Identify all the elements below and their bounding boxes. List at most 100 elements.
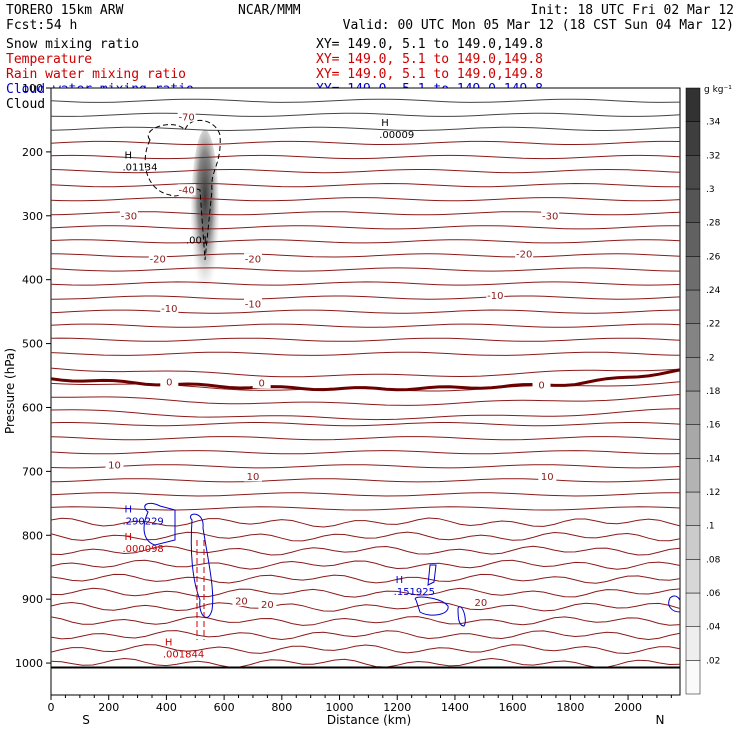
x-tick-label: 600 [214, 701, 235, 714]
isotherm-label: -20 [245, 255, 261, 266]
isotherm-label-bg [243, 253, 262, 265]
isotherm-label-bg [258, 598, 277, 610]
colorbar-tick-label: .22 [706, 320, 720, 330]
colorbar-segment [685, 525, 701, 560]
colorbar-tick-label: .12 [706, 488, 720, 498]
maximum-marker-value: .290229 [122, 516, 163, 527]
y-tick-label: 200 [22, 146, 43, 159]
legend-item-name: Temperature [6, 52, 92, 67]
feature-contours [143, 120, 680, 640]
isotherm-label-bg [541, 209, 560, 221]
x-tick-label: 1400 [441, 701, 469, 714]
colorbar-tick-label: .02 [706, 656, 720, 666]
isotherm-label-bg [177, 110, 196, 122]
colorbar-tick-label: .14 [706, 454, 721, 464]
isotherm-label: 20 [235, 597, 248, 608]
header-fcst-value: 54 h [46, 18, 77, 33]
colorbar-segment [685, 87, 701, 122]
isotherm-label-bg [232, 595, 251, 607]
maximum-marker-value: .001 [186, 235, 208, 246]
isotherm-line [51, 182, 680, 188]
isotherm-line [51, 394, 680, 406]
isotherm-line [51, 351, 680, 356]
colorbar-segment [685, 592, 701, 627]
south-label: S [82, 713, 90, 727]
isotherm-label: -30 [542, 211, 558, 222]
colorbar-segment [685, 188, 701, 223]
isotherm-label: 0 [166, 377, 172, 388]
y-axis-label: Pressure (hPa) [3, 348, 17, 434]
isotherm-label-bg [252, 377, 271, 389]
x-tick-label: 1600 [499, 701, 527, 714]
isotherm-line [51, 657, 680, 668]
isotherm-label: 10 [108, 460, 121, 471]
colorbar-tick-label: .1 [706, 522, 715, 532]
header-fcst-label: Fcst: [6, 18, 45, 33]
rain-water-contour [196, 540, 205, 640]
isotherm-line [51, 545, 680, 556]
isotherm-line [51, 323, 680, 328]
isotherm-label: -30 [121, 211, 137, 222]
isotherm-line [51, 531, 680, 542]
isotherm-line [51, 644, 680, 655]
isotherm-line [51, 112, 680, 117]
isotherm-label: 20 [475, 598, 488, 609]
colorbar-segment [685, 390, 701, 425]
isotherm-label: -40 [178, 186, 194, 197]
colorbar-segment [685, 424, 701, 459]
colorbar-tick-label: .32 [706, 151, 720, 161]
cloud-water-contour [414, 564, 680, 627]
isotherm-line [51, 337, 680, 342]
isotherm-line [51, 98, 680, 103]
isotherm-line [51, 168, 680, 174]
x-tick-label: 1800 [556, 701, 584, 714]
x-tick-label: 0 [48, 701, 55, 714]
colorbar-segment [685, 256, 701, 291]
isotherm-label-bg [119, 209, 138, 221]
isotherm-label-bg [532, 379, 551, 391]
maximum-marker-value: .01134 [122, 163, 157, 174]
isotherm-label-bg [160, 375, 179, 387]
isotherm-line [51, 239, 680, 244]
colorbar-segment [685, 357, 701, 392]
maximum-marker-value: .000098 [122, 544, 163, 555]
maximum-marker-value: .151925 [394, 587, 435, 598]
y-tick-label: 600 [22, 401, 43, 414]
isotherm-label-bg [538, 470, 557, 482]
isotherm-label: -10 [161, 304, 177, 315]
isotherm-label-bg [148, 253, 167, 265]
colorbar-tick-label: .04 [706, 623, 721, 633]
x-tick-label: 2000 [614, 701, 642, 714]
isotherm-line [51, 506, 680, 511]
isotherm-line [51, 140, 680, 145]
colorbar-unit: g kg⁻¹ [704, 85, 732, 95]
maximum-marker-letter: H [165, 637, 173, 648]
isotherm-line [51, 630, 680, 641]
isotherm-line [51, 616, 680, 626]
isotherm-label-bg [177, 184, 196, 196]
temperature-labels: -70 -40 -30 -30 -20 -20 -20 -10 -10 -10 0 0 0 10 10 10 2… [105, 110, 560, 611]
x-axis-label: Distance (km) [327, 713, 411, 727]
isotherm-line [51, 478, 680, 483]
isotherm-label-bg [243, 297, 262, 309]
colorbar-segment [685, 289, 701, 324]
colorbar-segment [685, 626, 701, 661]
cloud-water-contour [190, 513, 214, 618]
isotherm-label-bg [105, 458, 124, 470]
colorbar-segment [685, 660, 701, 695]
colorbar-tick-label: .28 [706, 219, 721, 229]
colorbar-tick-label: .34 [706, 118, 721, 128]
isotherm-label: -70 [178, 112, 194, 123]
isotherm-label: -10 [487, 291, 503, 302]
colorbar-tick-label: .2 [706, 353, 715, 363]
colorbar-segment [685, 559, 701, 594]
maximum-marker-value: .001844 [163, 649, 204, 660]
plot-area [50, 87, 681, 696]
isotherm-line [51, 464, 680, 469]
maximum-marker-letter: H [396, 575, 404, 586]
isotherm-line [51, 559, 680, 570]
colorbar-tick-label: .06 [706, 589, 721, 599]
snow-shading [191, 130, 219, 300]
isotherm-label-bg [486, 289, 505, 301]
